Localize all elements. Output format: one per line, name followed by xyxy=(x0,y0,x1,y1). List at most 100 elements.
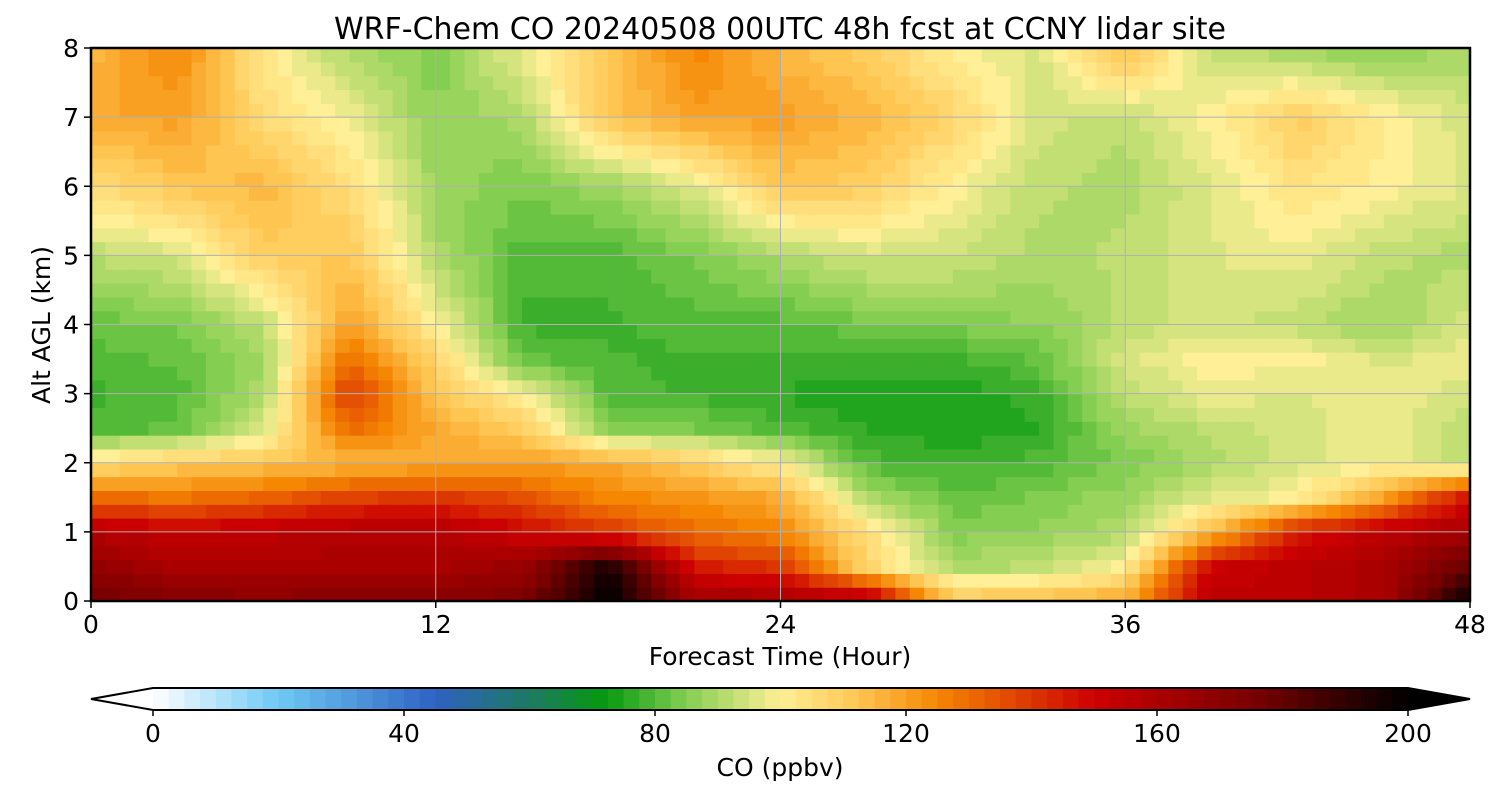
field-cell xyxy=(119,283,135,298)
field-cell xyxy=(407,186,422,201)
field-cell xyxy=(981,241,997,256)
field-cell xyxy=(708,283,724,298)
field-cell xyxy=(1225,338,1241,353)
field-cell xyxy=(866,296,882,312)
field-cell xyxy=(895,269,911,284)
field-cell xyxy=(565,61,580,77)
colorbar-segment xyxy=(702,688,719,710)
field-cell xyxy=(737,379,753,395)
field-cell xyxy=(478,421,494,436)
field-cell xyxy=(895,435,911,450)
field-cell xyxy=(1053,310,1069,326)
field-cell xyxy=(1110,393,1126,409)
field-cell xyxy=(679,75,695,91)
colorbar-segment xyxy=(1188,688,1205,710)
field-cell xyxy=(665,518,681,533)
field-cell xyxy=(823,324,839,339)
field-cell xyxy=(751,117,767,132)
field-cell xyxy=(1082,117,1098,132)
field-cell xyxy=(1412,352,1428,367)
field-cell xyxy=(435,61,451,77)
field-cell xyxy=(1153,518,1169,533)
field-cell xyxy=(766,559,782,574)
field-cell xyxy=(1369,338,1385,353)
field-cell xyxy=(1024,448,1040,464)
field-cell xyxy=(1398,531,1414,547)
field-cell xyxy=(521,283,537,298)
field-cell xyxy=(435,531,451,547)
field-cell xyxy=(593,462,609,478)
field-cell xyxy=(1139,365,1155,381)
field-cell xyxy=(751,545,767,561)
field-cell xyxy=(995,338,1011,353)
field-cell xyxy=(105,352,121,367)
field-cell xyxy=(507,518,523,533)
field-cell xyxy=(1369,186,1385,201)
field-cell xyxy=(234,379,250,395)
field-cell xyxy=(1412,172,1428,187)
field-cell xyxy=(1340,103,1356,118)
colorbar-segment xyxy=(1204,688,1221,710)
field-cell xyxy=(1153,89,1169,104)
field-cell xyxy=(1383,296,1399,312)
field-cell xyxy=(162,379,178,395)
field-cell xyxy=(651,75,667,91)
field-cell xyxy=(593,448,609,464)
field-cell xyxy=(593,61,609,77)
field-cell xyxy=(809,435,825,450)
field-cell xyxy=(938,283,954,298)
colorbar-segment xyxy=(356,688,374,710)
field-cell xyxy=(1125,200,1141,215)
field-cell xyxy=(320,296,336,312)
field-cell xyxy=(435,393,451,409)
field-cell xyxy=(837,338,853,353)
field-cell xyxy=(651,504,667,519)
field-cell xyxy=(593,130,609,146)
field-cell xyxy=(895,559,911,574)
field-cell xyxy=(1340,490,1356,505)
field-cell xyxy=(694,130,710,146)
field-cell xyxy=(277,559,293,574)
field-cell xyxy=(1024,531,1040,547)
field-cell xyxy=(1268,103,1284,118)
field-cell xyxy=(521,587,537,601)
field-cell xyxy=(938,490,954,505)
field-cell xyxy=(665,545,681,561)
field-cell xyxy=(363,200,379,215)
field-cell xyxy=(708,587,724,601)
field-cell xyxy=(823,172,839,187)
field-cell xyxy=(565,130,580,146)
field-cell xyxy=(1211,462,1227,478)
field-cell xyxy=(1254,324,1270,339)
field-cell xyxy=(895,545,911,561)
field-cell xyxy=(751,310,767,326)
field-cell xyxy=(349,296,365,312)
field-cell xyxy=(1197,462,1213,478)
field-cell xyxy=(450,407,466,422)
field-cell xyxy=(823,531,839,547)
field-cell xyxy=(435,48,451,63)
field-cell xyxy=(1182,393,1198,409)
field-cell xyxy=(349,504,365,519)
field-cell xyxy=(148,324,164,339)
field-cell xyxy=(737,130,753,146)
field-cell xyxy=(1067,103,1083,118)
field-cell xyxy=(1441,407,1457,422)
field-cell xyxy=(679,421,695,436)
field-cell xyxy=(1197,379,1213,395)
field-cell xyxy=(249,545,264,561)
field-cell xyxy=(234,352,250,367)
field-cell xyxy=(1283,531,1299,547)
colorbar-segment xyxy=(968,688,986,710)
field-cell xyxy=(1412,518,1428,533)
field-cell xyxy=(464,448,480,464)
field-cell xyxy=(1254,407,1270,422)
field-cell xyxy=(1283,227,1299,243)
field-cell xyxy=(1053,296,1069,312)
field-cell xyxy=(1398,352,1414,367)
field-cell xyxy=(636,296,652,312)
field-cell xyxy=(478,531,494,547)
field-cell xyxy=(1225,144,1241,160)
field-cell xyxy=(622,144,638,160)
